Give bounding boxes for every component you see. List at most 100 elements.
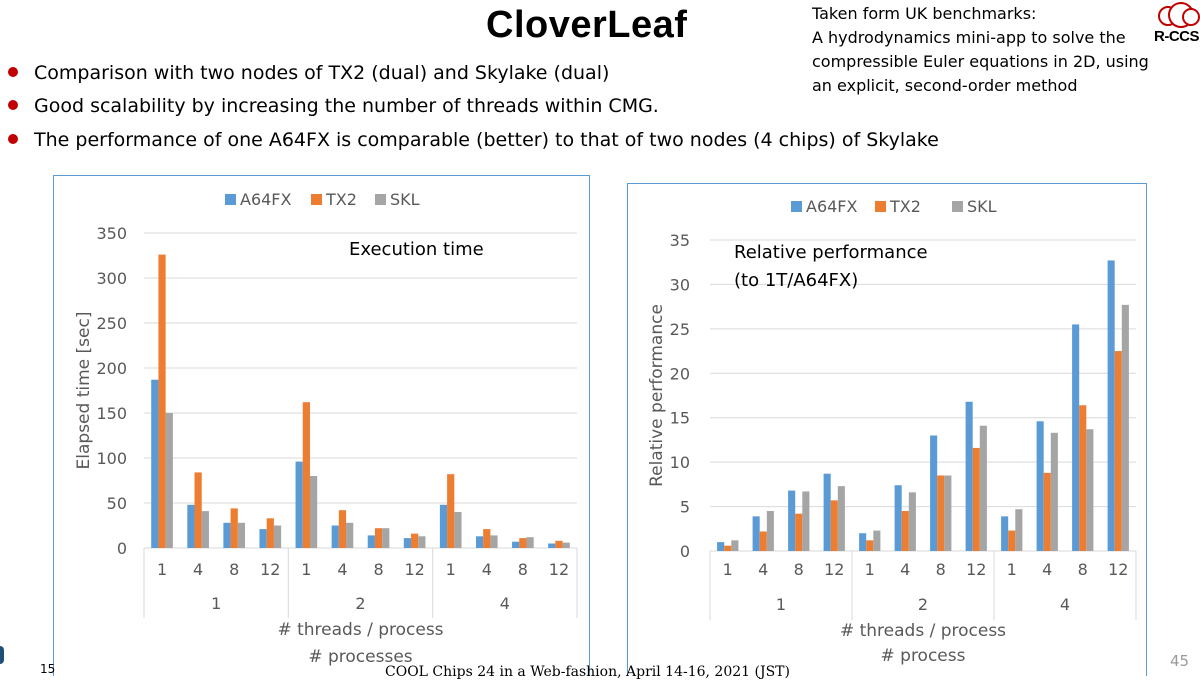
- bar-skl: [201, 511, 209, 548]
- bar-a64fx: [823, 473, 831, 551]
- chart-annotation: (to 1T/A64FX): [734, 270, 858, 291]
- group-label: 4: [1060, 595, 1070, 614]
- x-tick-label: 1: [723, 560, 733, 579]
- bar-skl: [454, 512, 462, 548]
- x-tick-label: 12: [260, 560, 280, 579]
- bar-tx2: [266, 518, 274, 548]
- y-tick-label: 15: [670, 409, 690, 428]
- y-tick-label: 200: [96, 359, 127, 378]
- y-tick-label: 10: [670, 453, 690, 472]
- bar-a64fx: [548, 543, 556, 548]
- legend-label: SKL: [967, 197, 997, 216]
- x-axis-title-2: # process: [881, 646, 966, 666]
- bar-skl: [1015, 509, 1023, 551]
- bar-skl: [165, 413, 173, 548]
- bar-skl: [979, 425, 987, 551]
- bar-tx2: [338, 510, 347, 548]
- x-tick-label: 1: [157, 560, 167, 579]
- x-tick-label: 12: [404, 560, 424, 579]
- chart-border: [53, 175, 590, 676]
- x-tick-label: 12: [966, 560, 986, 579]
- x-tick-label: 12: [549, 560, 569, 579]
- bar-skl: [309, 476, 318, 548]
- page-number: 45: [1170, 652, 1190, 670]
- y-axis-title: Relative performance: [647, 304, 667, 487]
- bullet-text: The performance of one A64FX is comparab…: [34, 129, 939, 151]
- bar-tx2: [1079, 405, 1087, 551]
- legend-swatch: [311, 194, 322, 205]
- bar-a64fx: [295, 461, 303, 548]
- x-tick-label: 1: [865, 560, 875, 579]
- x-tick-label: 8: [1078, 560, 1088, 579]
- logo-circle: [1182, 8, 1200, 26]
- bar-a64fx: [1107, 260, 1115, 551]
- bar-tx2: [1008, 530, 1016, 551]
- bar-skl: [944, 475, 952, 551]
- y-tick-label: 20: [670, 364, 690, 383]
- x-tick-label: 12: [824, 560, 844, 579]
- bar-a64fx: [512, 541, 520, 548]
- x-tick-label: 8: [936, 560, 946, 579]
- bar-tx2: [937, 475, 945, 551]
- group-label: 4: [500, 594, 510, 613]
- y-tick-label: 250: [96, 314, 127, 333]
- bar-a64fx: [259, 529, 267, 548]
- x-tick-label: 4: [337, 560, 347, 579]
- y-tick-label: 350: [96, 224, 127, 243]
- x-tick-label: 4: [193, 560, 203, 579]
- x-tick-label: 8: [373, 560, 383, 579]
- x-tick-label: 8: [518, 560, 528, 579]
- bar-tx2: [483, 529, 491, 548]
- bar-tx2: [194, 472, 202, 548]
- bar-skl: [346, 522, 354, 548]
- bar-a64fx: [331, 525, 339, 548]
- legend-label: TX2: [325, 190, 357, 209]
- bar-tx2: [302, 402, 310, 548]
- legend-label: A64FX: [240, 190, 292, 209]
- y-axis-title: Elapsed time [sec]: [74, 312, 94, 470]
- x-tick-label: 4: [1042, 560, 1052, 579]
- chart-annotation: Execution time: [349, 239, 484, 260]
- bar-tx2: [230, 508, 238, 548]
- bar-skl: [908, 492, 916, 551]
- y-tick-label: 150: [96, 404, 127, 423]
- note-line: an explicit, second-order method: [812, 76, 1078, 95]
- x-axis-title: # threads / process: [840, 621, 1006, 641]
- bar-tx2: [411, 533, 419, 548]
- bar-tx2: [555, 540, 563, 548]
- legend-swatch: [375, 194, 386, 205]
- y-tick-label: 100: [96, 449, 127, 468]
- x-tick-label: 1: [446, 560, 456, 579]
- group-label: 1: [776, 595, 786, 614]
- bar-tx2: [830, 500, 838, 551]
- legend-swatch: [952, 201, 963, 212]
- group-label: 2: [355, 594, 365, 613]
- group-label: 1: [211, 594, 221, 613]
- slide-title: CloverLeaf: [486, 4, 688, 46]
- group-label: 2: [918, 595, 928, 614]
- x-tick-label: 1: [301, 560, 311, 579]
- bar-a64fx: [752, 516, 760, 551]
- x-tick-label: 12: [1108, 560, 1128, 579]
- note-line: Taken form UK benchmarks:: [812, 4, 1037, 23]
- x-tick-label: 1: [1007, 560, 1017, 579]
- y-tick-label: 0: [117, 539, 127, 558]
- bar-tx2: [724, 545, 732, 551]
- bar-skl: [766, 511, 774, 551]
- bar-a64fx: [475, 536, 484, 548]
- bar-a64fx: [151, 379, 159, 548]
- bar-a64fx: [187, 504, 195, 548]
- bar-skl: [562, 542, 570, 548]
- note-line: compressible Euler equations in 2D, usin…: [812, 52, 1149, 71]
- legend-swatch: [225, 194, 236, 205]
- legend-label: A64FX: [806, 197, 858, 216]
- bar-tx2: [866, 540, 874, 551]
- bar-tx2: [158, 254, 166, 548]
- y-tick-label: 25: [670, 320, 690, 339]
- bar-tx2: [374, 528, 383, 548]
- bar-a64fx: [367, 535, 375, 548]
- y-tick-label: 50: [107, 494, 127, 513]
- bar-a64fx: [1072, 324, 1080, 551]
